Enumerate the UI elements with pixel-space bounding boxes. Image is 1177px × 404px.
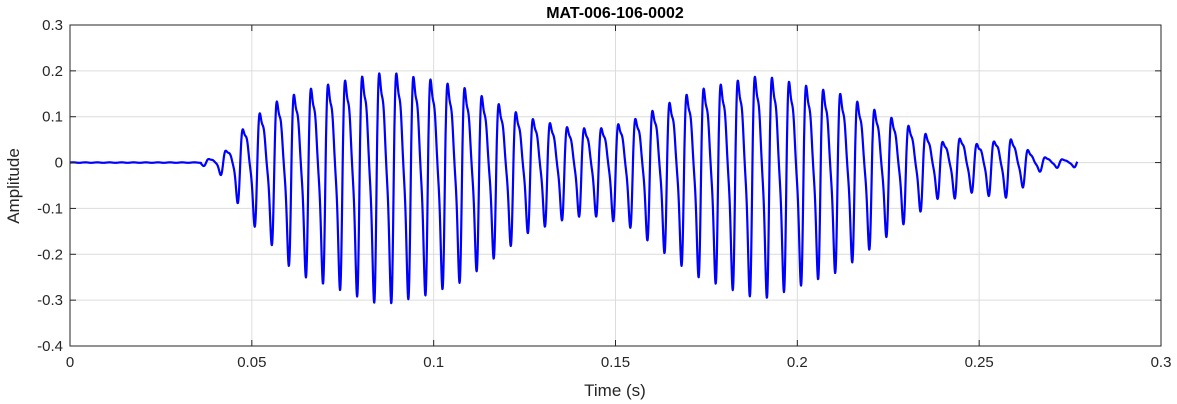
x-tick-label: 0.25 [965, 354, 994, 371]
x-tick-label: 0.05 [237, 354, 266, 371]
chart-title: MAT-006-106-0002 [546, 5, 684, 22]
y-tick-label: -0.4 [37, 338, 63, 355]
y-axis-label: Amplitude [4, 148, 23, 224]
y-tick-labels: -0.4 -0.3 -0.2 -0.1 0 0.1 0.2 0.3 [37, 17, 63, 355]
x-axis-label: Time (s) [584, 381, 646, 400]
y-tick-label: -0.2 [37, 246, 63, 263]
y-tick-label: -0.1 [37, 200, 63, 217]
x-tick-label: 0.15 [601, 354, 630, 371]
tick-marks [69, 24, 1162, 347]
waveform-line [69, 72, 1079, 305]
x-tick-labels: 0 0.05 0.1 0.15 0.2 0.25 0.3 [66, 354, 1172, 371]
y-tick-label: 0.2 [42, 63, 63, 80]
y-tick-label: -0.3 [37, 292, 63, 309]
x-tick-label: 0.3 [1151, 354, 1172, 371]
y-tick-label: 0 [55, 155, 63, 172]
x-tick-label: 0.1 [423, 354, 444, 371]
x-tick-label: 0 [66, 354, 74, 371]
x-tick-label: 0.2 [787, 354, 808, 371]
y-tick-label: 0.3 [42, 17, 63, 34]
y-tick-label: 0.1 [42, 109, 63, 126]
